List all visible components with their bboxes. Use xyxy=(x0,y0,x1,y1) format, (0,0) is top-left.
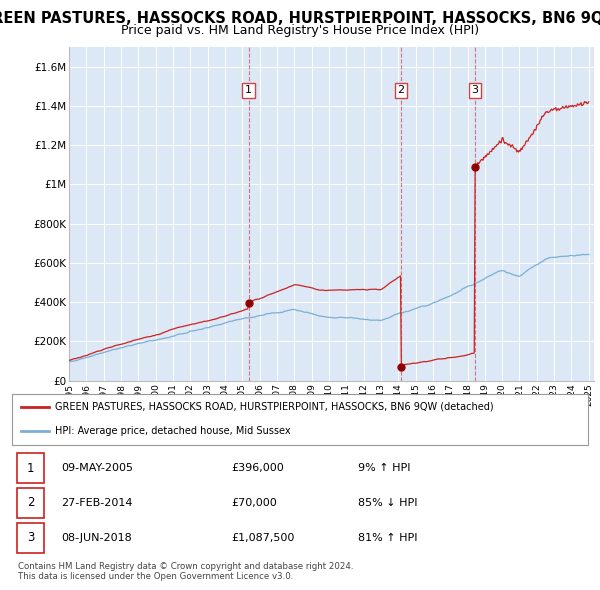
Text: 08-JUN-2018: 08-JUN-2018 xyxy=(61,533,132,543)
Text: 81% ↑ HPI: 81% ↑ HPI xyxy=(358,533,417,543)
Text: 3: 3 xyxy=(472,86,479,96)
Text: 2: 2 xyxy=(26,496,34,510)
FancyBboxPatch shape xyxy=(17,488,44,518)
Text: Contains HM Land Registry data © Crown copyright and database right 2024.
This d: Contains HM Land Registry data © Crown c… xyxy=(18,562,353,581)
FancyBboxPatch shape xyxy=(17,523,44,553)
Text: 09-MAY-2005: 09-MAY-2005 xyxy=(61,463,133,473)
FancyBboxPatch shape xyxy=(12,394,588,445)
Text: GREEN PASTURES, HASSOCKS ROAD, HURSTPIERPOINT, HASSOCKS, BN6 9QW: GREEN PASTURES, HASSOCKS ROAD, HURSTPIER… xyxy=(0,11,600,25)
Text: GREEN PASTURES, HASSOCKS ROAD, HURSTPIERPOINT, HASSOCKS, BN6 9QW (detached): GREEN PASTURES, HASSOCKS ROAD, HURSTPIER… xyxy=(55,402,494,411)
Text: 85% ↓ HPI: 85% ↓ HPI xyxy=(358,498,417,508)
Text: £70,000: £70,000 xyxy=(231,498,277,508)
Text: 1: 1 xyxy=(245,86,252,96)
Text: 2: 2 xyxy=(398,86,405,96)
Text: 27-FEB-2014: 27-FEB-2014 xyxy=(61,498,133,508)
Text: 1: 1 xyxy=(26,461,34,474)
Text: £396,000: £396,000 xyxy=(231,463,284,473)
Text: 3: 3 xyxy=(27,532,34,545)
FancyBboxPatch shape xyxy=(17,453,44,483)
Text: £1,087,500: £1,087,500 xyxy=(231,533,294,543)
Text: HPI: Average price, detached house, Mid Sussex: HPI: Average price, detached house, Mid … xyxy=(55,426,291,436)
Text: Price paid vs. HM Land Registry's House Price Index (HPI): Price paid vs. HM Land Registry's House … xyxy=(121,24,479,37)
Text: 9% ↑ HPI: 9% ↑ HPI xyxy=(358,463,410,473)
